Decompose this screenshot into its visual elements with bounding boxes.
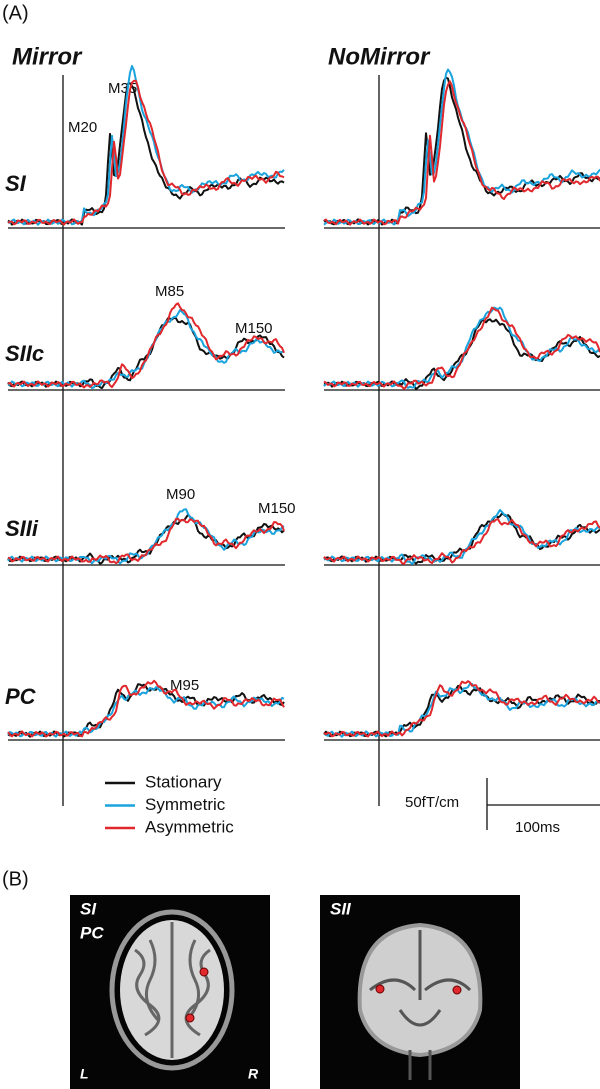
condition-title: NoMirror bbox=[328, 43, 431, 70]
waveform bbox=[323, 682, 600, 738]
waveform bbox=[323, 684, 600, 738]
legend-label: Symmetric bbox=[145, 795, 226, 814]
scale-label: 100ms bbox=[515, 819, 560, 836]
waveform bbox=[323, 80, 600, 226]
waveform bbox=[7, 683, 285, 738]
row-label: SIIi bbox=[5, 516, 39, 541]
waveform bbox=[7, 302, 285, 389]
region-label: PC bbox=[80, 923, 104, 942]
waveform bbox=[7, 513, 285, 565]
scale-label: 50fT/cm bbox=[405, 794, 459, 811]
peak-label: M90 bbox=[166, 486, 195, 503]
peak-label: M95 bbox=[170, 677, 199, 694]
waveform bbox=[323, 68, 600, 226]
waveform bbox=[7, 679, 285, 738]
legend-label: Asymmetric bbox=[145, 817, 234, 836]
waveform bbox=[323, 76, 600, 226]
waveform bbox=[7, 517, 285, 565]
waveform bbox=[7, 79, 285, 226]
row-label: SIIc bbox=[5, 341, 44, 366]
peak-label: M85 bbox=[155, 283, 184, 300]
waveform bbox=[7, 65, 285, 226]
panel-label: (A) bbox=[2, 2, 29, 24]
side-label: R bbox=[248, 1066, 259, 1082]
waveform bbox=[7, 82, 285, 226]
peak-label: M150 bbox=[235, 320, 273, 337]
region-label: SI bbox=[80, 899, 97, 918]
row-label: PC bbox=[5, 684, 37, 709]
mri-image bbox=[70, 895, 520, 1089]
condition-title: Mirror bbox=[12, 43, 83, 70]
waveform bbox=[323, 318, 600, 390]
panel-label: (B) bbox=[2, 868, 29, 890]
peak-label: M150 bbox=[258, 500, 296, 517]
side-label: L bbox=[80, 1066, 89, 1082]
row-label: SI bbox=[5, 171, 27, 196]
waveform bbox=[323, 518, 600, 565]
region-label: SII bbox=[330, 899, 352, 918]
waveform bbox=[323, 680, 600, 738]
legend-label: Stationary bbox=[145, 772, 222, 791]
waveform bbox=[323, 306, 600, 390]
peak-label: M20 bbox=[68, 119, 97, 136]
